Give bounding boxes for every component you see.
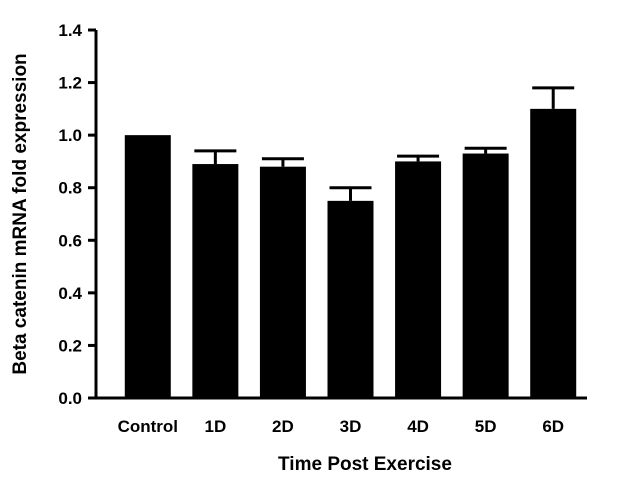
x-category-label: 6D	[542, 417, 564, 436]
y-axis-title: Beta catenin mRNA fold expression	[10, 53, 31, 374]
bars	[124, 108, 577, 398]
y-tick-label: 0.2	[58, 336, 82, 355]
y-tick-label: 1.0	[58, 126, 82, 145]
x-category-label: 1D	[204, 417, 226, 436]
x-axis-categories: Control 1D 2D 3D 4D 5D 6D	[118, 417, 565, 436]
x-category-label: Control	[118, 417, 178, 436]
x-category-label: 3D	[340, 417, 362, 436]
y-tick-label: 0.4	[58, 284, 82, 303]
y-axis-ticks: 0.0 0.2 0.4 0.6 0.8 1.0 1.2 1.4	[58, 21, 96, 408]
y-tick-label: 1.2	[58, 74, 82, 93]
y-tick-label: 0.8	[58, 179, 82, 198]
bar	[124, 135, 171, 398]
bar	[192, 164, 239, 398]
x-category-label: 2D	[272, 417, 294, 436]
y-tick-label: 1.4	[58, 21, 82, 40]
x-category-label: 4D	[407, 417, 429, 436]
error-bars	[194, 86, 575, 201]
y-tick-label: 0.6	[58, 231, 82, 250]
x-axis-title: Time Post Exercise	[278, 454, 452, 475]
bar	[530, 108, 577, 398]
bar	[259, 166, 306, 398]
bar	[327, 200, 374, 398]
x-category-label: 5D	[475, 417, 497, 436]
bar	[462, 153, 509, 398]
y-tick-label: 0.0	[58, 389, 82, 408]
bar	[395, 161, 442, 398]
